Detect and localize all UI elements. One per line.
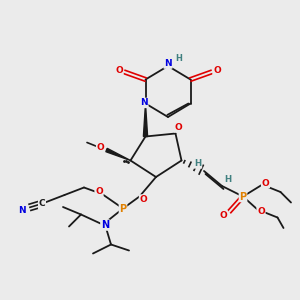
Text: O: O <box>115 66 123 75</box>
Text: O: O <box>97 142 104 152</box>
Text: P: P <box>239 191 247 202</box>
Text: P: P <box>119 203 127 214</box>
Text: N: N <box>101 220 109 230</box>
Text: H: H <box>224 176 232 184</box>
Text: N: N <box>18 206 26 215</box>
Text: O: O <box>257 207 265 216</box>
Polygon shape <box>143 103 148 136</box>
Text: H: H <box>175 54 182 63</box>
Text: O: O <box>140 195 147 204</box>
Text: O: O <box>95 188 103 196</box>
Text: N: N <box>164 59 172 68</box>
Text: N: N <box>140 98 148 107</box>
Text: C: C <box>39 200 45 208</box>
Text: O: O <box>175 123 182 132</box>
Text: O: O <box>213 66 221 75</box>
Text: O: O <box>262 178 269 188</box>
Polygon shape <box>106 148 130 160</box>
Text: O: O <box>220 211 227 220</box>
Text: H: H <box>194 159 202 168</box>
